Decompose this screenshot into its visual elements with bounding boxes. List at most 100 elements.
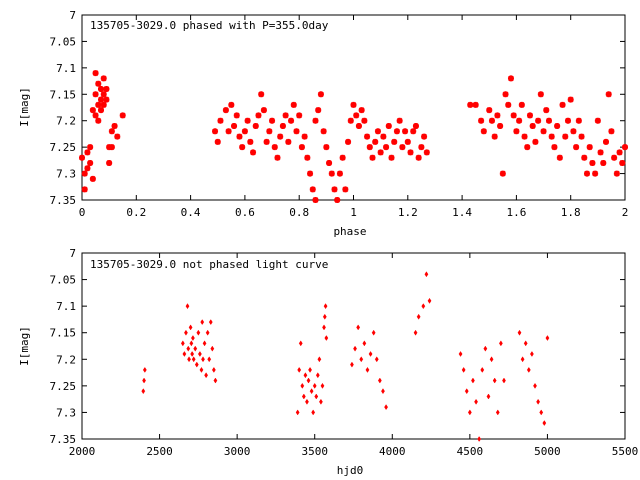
unphased-data-point (371, 329, 376, 336)
phased-data-point (510, 112, 517, 119)
phased-data-point (228, 101, 235, 108)
phased-x-axis-label: phase (333, 225, 366, 238)
phased-data-point (399, 144, 406, 151)
phased-data-point (269, 117, 276, 124)
phased-data-point (502, 91, 509, 98)
phased-data-point (472, 101, 479, 108)
unphased-data-point (365, 366, 370, 373)
phased-data-point (81, 186, 88, 193)
unphased-data-point (353, 345, 357, 352)
phased-data-point (602, 138, 609, 145)
phased-x-tick-label: 2 (622, 206, 629, 219)
unphased-data-point (180, 340, 185, 347)
phased-data-point (364, 133, 371, 140)
unphased-y-tick-label: 7.15 (50, 327, 77, 340)
phased-data-point (95, 101, 102, 108)
phased-data-point (545, 117, 552, 124)
phased-data-point (369, 154, 376, 161)
phased-data-point (263, 138, 270, 145)
phased-data-point (260, 107, 267, 114)
phased-data-point (551, 144, 558, 151)
phased-data-point (611, 154, 618, 161)
unphased-data-point (314, 393, 319, 400)
phased-data-point (597, 149, 604, 156)
phased-data-point (480, 128, 487, 135)
phased-data-point (244, 117, 251, 124)
phased-data-point (98, 96, 105, 103)
unphased-data-point (542, 420, 547, 427)
unphased-chart-title: 135705-3029.0 not phased light curve (90, 258, 328, 271)
phased-data-point (222, 107, 229, 114)
phased-data-point (592, 170, 599, 177)
phased-data-point (355, 123, 362, 129)
phased-data-point (252, 123, 259, 129)
phased-data-point (391, 138, 398, 145)
phased-x-tick-label: 0.4 (181, 206, 201, 219)
unphased-data-point (312, 382, 317, 389)
unphased-data-point (350, 361, 354, 368)
unphased-data-point (295, 409, 300, 416)
phased-data-point (111, 123, 118, 129)
phased-data-point (95, 117, 102, 124)
unphased-x-tick-label: 2000 (69, 445, 96, 458)
unphased-data-point (142, 377, 146, 384)
phased-data-point (108, 144, 115, 151)
unphased-data-point (300, 382, 305, 389)
phased-y-tick-label: 7.35 (50, 194, 77, 207)
unphased-data-point (199, 366, 204, 373)
unphased-x-tick-label: 4500 (457, 445, 484, 458)
phased-data-point (622, 144, 628, 151)
unphased-data-point (421, 303, 426, 310)
phased-data-point (554, 123, 561, 129)
phased-x-tick-label: 1 (350, 206, 357, 219)
phased-data-point (103, 96, 110, 103)
phased-data-point (92, 112, 99, 119)
unphased-data-point (368, 351, 373, 357)
unphased-y-axis-label: I[mag] (18, 326, 31, 366)
unphased-data-point (207, 356, 212, 363)
unphased-data-points (141, 271, 550, 442)
phased-data-point (396, 117, 403, 124)
phased-data-point (415, 154, 422, 161)
unphased-data-point (142, 366, 147, 373)
phased-data-point (233, 112, 240, 119)
unphased-data-point (477, 436, 482, 442)
phased-data-point (323, 144, 330, 151)
phased-x-tick-label: 1.6 (506, 206, 526, 219)
unphased-data-point (526, 366, 531, 373)
unphased-data-point (322, 313, 327, 320)
phased-data-point (600, 160, 607, 166)
phased-data-point (100, 101, 107, 108)
unphased-data-point (539, 409, 544, 416)
phased-data-point (225, 128, 232, 135)
phased-data-point (250, 149, 257, 156)
phased-data-point (412, 123, 419, 129)
unphased-data-point (210, 345, 215, 352)
unphased-data-point (308, 366, 312, 373)
phased-data-point (258, 91, 265, 98)
unphased-data-point (374, 356, 379, 363)
phased-data-point (505, 101, 512, 108)
unphased-data-point (185, 303, 190, 310)
phased-data-point (285, 138, 292, 145)
phased-data-point (388, 154, 395, 161)
unphased-data-point (204, 372, 209, 379)
phased-data-point (277, 133, 284, 140)
unphased-ticks: 2000 2500 3000 3500 4000 4500 5000 5500 7 7.05 7.1… (50, 247, 639, 458)
phased-data-point (418, 144, 425, 151)
unphased-data-point (424, 271, 429, 278)
phased-chart-title: 135705-3029.0 phased with P=355.0day (90, 19, 329, 32)
unphased-data-point (320, 382, 325, 389)
phased-data-point (290, 101, 297, 108)
unphased-x-axis-label: hjd0 (337, 464, 364, 477)
unphased-data-point (523, 340, 528, 347)
phased-data-point (374, 128, 381, 135)
phased-y-tick-label: 7.1 (56, 62, 76, 75)
phased-data-point (548, 133, 555, 140)
phased-data-point (119, 112, 126, 119)
phased-data-point (393, 128, 400, 135)
phased-data-point (87, 160, 94, 166)
phased-data-point (467, 101, 474, 108)
phased-data-point (521, 133, 528, 140)
phased-data-point (361, 117, 368, 124)
